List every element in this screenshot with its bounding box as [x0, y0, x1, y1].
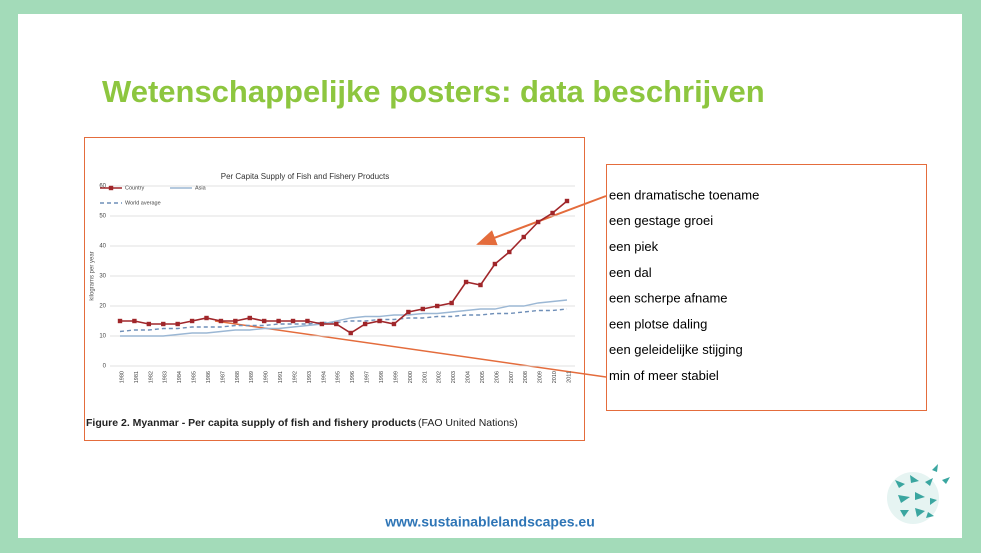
legend-label: World average [125, 200, 161, 206]
x-tick-label: 1998 [379, 371, 385, 383]
point [305, 318, 310, 324]
y-tick-label: 0 [103, 364, 107, 370]
series-line [119, 308, 568, 333]
x-tick-label: 1985 [192, 371, 198, 383]
x-tick-label: 1991 [278, 371, 284, 383]
slide-title: Wetenschappelijke posters: data beschrij… [102, 74, 765, 109]
point [218, 318, 224, 324]
legend-label: Country [125, 185, 145, 191]
legend-marker [108, 185, 114, 191]
point [290, 318, 296, 324]
caption-bold: Figure 2. Myanmar - Per capita supply of… [86, 417, 416, 429]
x-tick-label: 1983 [163, 371, 169, 383]
x-tick-label: 2004 [466, 371, 472, 383]
point [117, 318, 123, 324]
x-tick-label: 1989 [249, 371, 255, 383]
x-tick-label: 1995 [336, 371, 342, 383]
point [420, 306, 426, 312]
pointer-line [214, 320, 607, 378]
x-tick-label: 2000 [408, 371, 414, 383]
point [521, 234, 526, 240]
x-tick-label: 1984 [177, 371, 183, 383]
list-item: een dal [609, 265, 652, 280]
x-tick-label: 1992 [292, 371, 298, 383]
point [449, 300, 454, 306]
x-tick-label: 2007 [509, 371, 515, 383]
x-tick-label: 1987 [220, 371, 226, 383]
y-tick-label: 10 [99, 334, 106, 340]
list-item: een plotse daling [609, 316, 707, 331]
point [334, 321, 339, 327]
x-tick-label: 2009 [538, 371, 544, 383]
x-tick-label: 1980 [119, 371, 125, 383]
x-tick-label: 2011 [566, 371, 572, 383]
point [175, 321, 180, 327]
x-tick-label: 1981 [134, 371, 140, 383]
x-tick-label: 1996 [350, 371, 356, 383]
x-tick-label: 1982 [148, 371, 154, 383]
point [276, 318, 281, 324]
x-tick-label: 1997 [365, 371, 371, 383]
series-line [120, 200, 568, 334]
y-tick-label: 20 [99, 304, 106, 310]
y-tick-label: 30 [99, 274, 106, 280]
point [261, 318, 267, 324]
point [564, 198, 570, 204]
y-tick-label: 50 [99, 214, 106, 220]
x-tick-label: 1986 [206, 371, 212, 383]
point [550, 210, 555, 216]
chart-title: Per Capita Supply of Fish and Fishery Pr… [221, 172, 390, 181]
x-tick-label: 1990 [264, 371, 270, 383]
list-item: een dramatische toename [609, 187, 759, 202]
point [189, 318, 195, 324]
point [478, 282, 483, 288]
point [348, 330, 353, 336]
figure-box [84, 137, 585, 441]
x-tick-label: 2003 [451, 371, 457, 383]
x-tick-label: 2008 [523, 371, 529, 383]
list-item: een gestage groei [609, 213, 713, 228]
x-tick-label: 2010 [552, 371, 558, 383]
y-tick-label: 40 [99, 244, 106, 250]
y-tick-label: 60 [99, 184, 106, 190]
point [233, 318, 238, 324]
point [507, 249, 512, 255]
list-item: een piek [609, 239, 659, 254]
logo [887, 464, 950, 524]
point [406, 309, 411, 315]
point [146, 321, 152, 327]
caption-text: (FAO United Nations) [418, 417, 518, 429]
point [391, 321, 397, 327]
point [161, 321, 166, 327]
x-tick-label: 2002 [437, 371, 443, 383]
x-tick-label: 2001 [422, 371, 428, 383]
list-box [606, 164, 927, 411]
point [535, 219, 541, 225]
list-item: een scherpe afname [609, 291, 728, 306]
x-tick-label: 1994 [321, 371, 327, 383]
point [132, 318, 137, 324]
point [362, 321, 368, 327]
list-item: een geleidelijke stijging [609, 342, 743, 357]
point [377, 318, 382, 324]
point [319, 321, 325, 327]
x-tick-label: 1988 [235, 371, 241, 383]
x-tick-label: 2005 [480, 371, 486, 383]
legend-label: Asia [195, 185, 207, 191]
x-tick-label: 2006 [494, 371, 500, 383]
point [463, 279, 469, 285]
point [492, 261, 498, 267]
y-axis-label: kilograms per year [90, 251, 96, 300]
series-line [120, 299, 568, 337]
list-item: min of meer stabiel [609, 368, 719, 383]
point [247, 315, 252, 321]
point [435, 303, 440, 309]
x-tick-label: 1999 [393, 371, 399, 383]
x-tick-label: 1993 [307, 371, 313, 383]
point [204, 315, 209, 321]
footer-url: www.sustainablelandscapes.eu [384, 514, 595, 530]
